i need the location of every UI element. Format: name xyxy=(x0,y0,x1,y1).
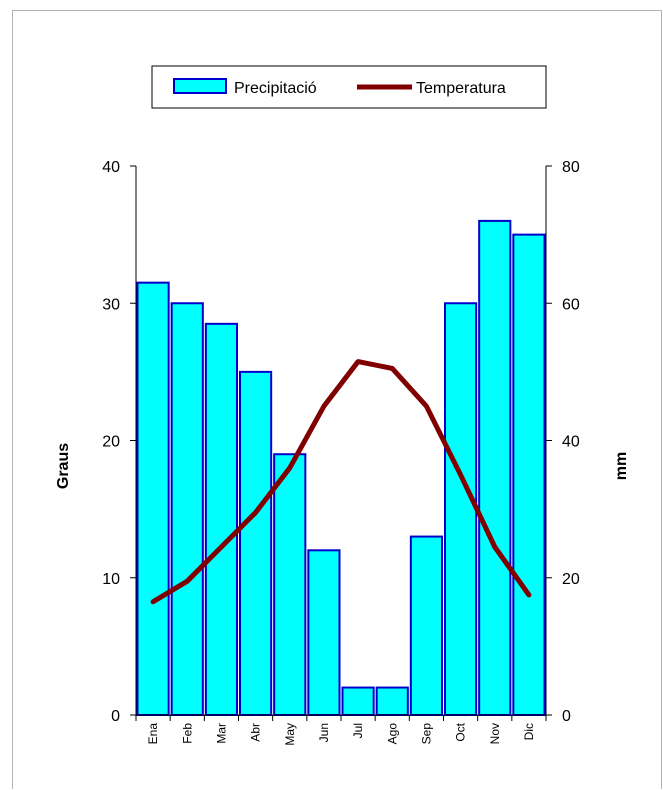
bar-oct xyxy=(445,303,476,715)
legend-swatch-precipitacio xyxy=(174,79,226,93)
y-right-tick-label: 0 xyxy=(562,708,571,725)
y-right-tick-label: 20 xyxy=(562,571,580,588)
y-left-tick-label: 40 xyxy=(102,159,120,176)
bar-ago xyxy=(377,688,408,715)
x-tick-label-dic: Dic xyxy=(522,723,536,740)
y-left-tick-label: 10 xyxy=(102,571,120,588)
bar-feb xyxy=(172,303,203,715)
x-tick-label-sep: Sep xyxy=(419,723,433,745)
y-left-tick-label: 30 xyxy=(102,296,120,313)
x-tick-label-nov: Nov xyxy=(488,723,502,744)
y-left-axis-title: Graus xyxy=(55,443,72,489)
bar-jul xyxy=(343,688,374,715)
y-right-tick-label: 60 xyxy=(562,296,580,313)
plot-area: 0 10 20 30 40 0 20 40 60 80 Ena Feb Mar Abr May Jun Jul A… xyxy=(102,159,580,746)
bar-ena xyxy=(138,283,169,715)
bar-abr xyxy=(240,372,271,715)
x-tick-label-ago: Ago xyxy=(385,723,399,745)
y-left-tick-label: 0 xyxy=(111,708,120,725)
bar-mar xyxy=(206,324,237,715)
bar-jun xyxy=(308,550,339,715)
x-tick-label-may: May xyxy=(283,723,297,746)
y-left-tick-label: 20 xyxy=(102,434,120,451)
bar-sep xyxy=(411,537,442,715)
legend-label-precipitacio: Precipitació xyxy=(234,80,317,97)
bar-may xyxy=(274,454,305,715)
legend: Precipitació Temperatura xyxy=(152,66,546,108)
legend-label-temperatura: Temperatura xyxy=(416,80,506,97)
y-right-tick-label: 40 xyxy=(562,434,580,451)
x-tick-label-jun: Jun xyxy=(317,723,331,742)
y-right-tick-label: 80 xyxy=(562,159,580,176)
y-right-axis-title: mm xyxy=(613,452,630,480)
bar-nov xyxy=(479,221,510,715)
x-tick-label-feb: Feb xyxy=(180,723,194,744)
x-tick-label-jul: Jul xyxy=(351,723,365,738)
x-tick-label-mar: Mar xyxy=(214,723,228,744)
bar-dic xyxy=(513,235,544,715)
x-tick-label-oct: Oct xyxy=(454,722,468,741)
x-tick-label-ena: Ena xyxy=(146,723,160,745)
x-tick-label-abr: Abr xyxy=(249,723,263,742)
